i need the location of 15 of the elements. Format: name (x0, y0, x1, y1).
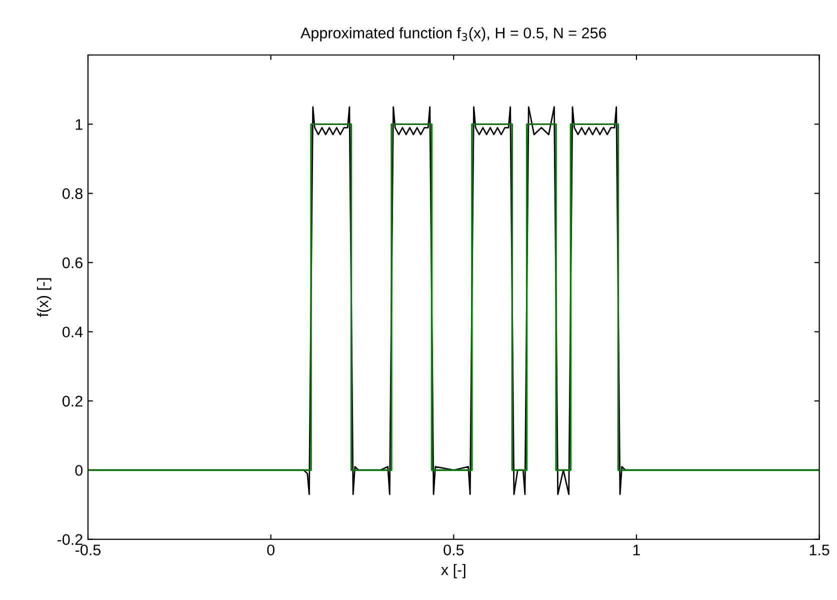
y-tick-label: 0.8 (62, 188, 82, 200)
x-tick-label: 1.5 (810, 544, 830, 556)
x-tick-label: 0 (267, 544, 274, 556)
x-tick-label: -0.5 (76, 544, 101, 556)
y-tick-label: 0 (75, 464, 83, 476)
y-tick-label: -0.2 (57, 534, 82, 545)
x-tick-label: 1 (633, 544, 640, 556)
y-tick-label: 0.6 (62, 257, 82, 268)
y-axis-title: f(x) [-] (37, 278, 52, 317)
x-tick-label: 0.5 (444, 544, 464, 556)
x-axis-title: x [-] (441, 564, 466, 578)
y-tick-label: 1 (76, 119, 82, 130)
chart-title: Approximated function f$_{3}$(x), H = 0.5, N = 256 (300, 27, 606, 42)
y-tick-label: 0.2 (62, 396, 82, 407)
y-tick-label: 0.4 (62, 326, 83, 338)
